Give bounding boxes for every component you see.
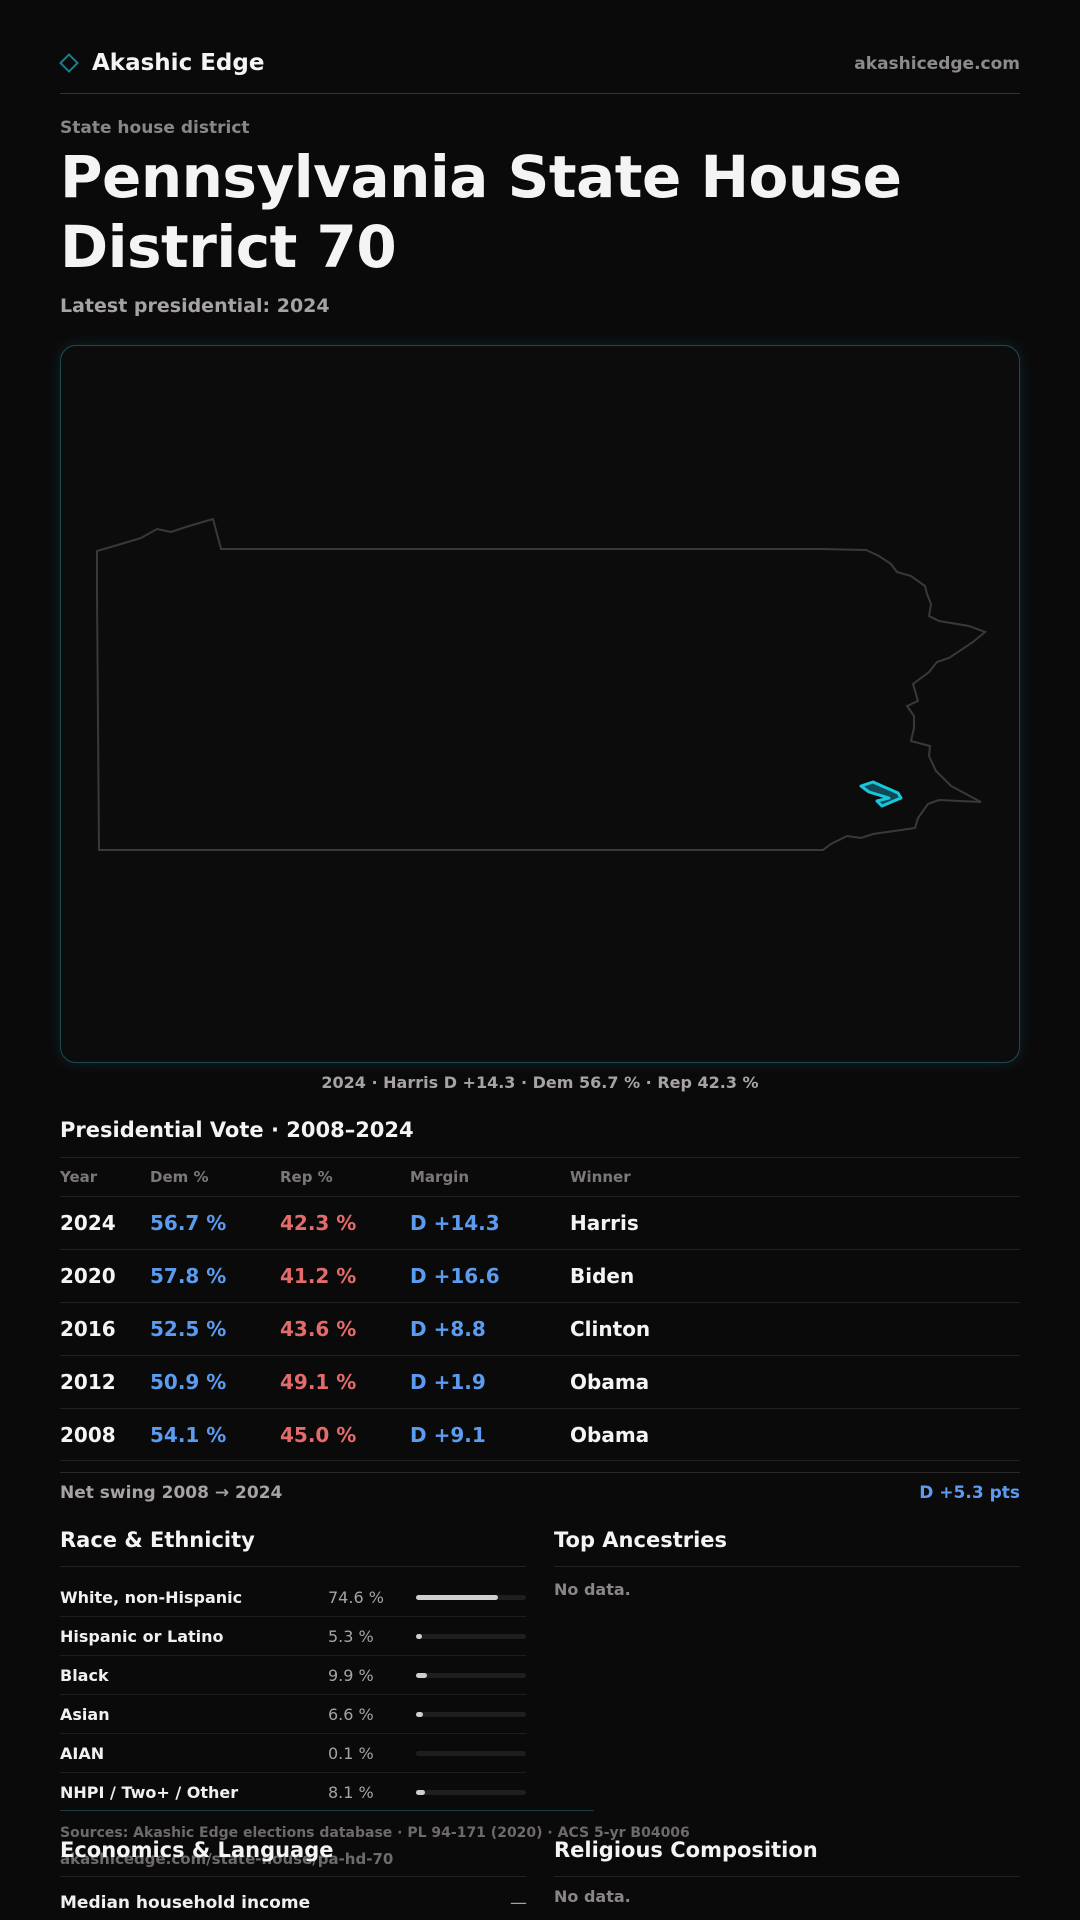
divider [554,1876,1020,1877]
race-label: Black [60,1666,109,1685]
race-bar-fill [416,1790,425,1795]
race-bar-fill [416,1673,427,1678]
economics-language-title: Economics & Language [60,1838,334,1862]
ancestries-empty-state: No data. [554,1580,631,1599]
col-rep: Rep % [280,1168,333,1186]
year-cell: 2020 [60,1264,116,1288]
state-outline [96,517,987,851]
dem-cell: 57.8 % [150,1264,227,1288]
margin-cell: D +16.6 [410,1264,500,1288]
divider [60,1876,526,1877]
divider [60,1157,1020,1158]
race-row: Hispanic or Latino 5.3 % [60,1617,526,1656]
rep-cell: 45.0 % [280,1423,357,1447]
race-row: Black 9.9 % [60,1656,526,1695]
race-bar-track [416,1634,526,1639]
page-title: Pennsylvania State House District 70 [60,143,902,281]
year-cell: 2012 [60,1370,116,1394]
winner-cell: Obama [570,1370,650,1394]
dem-cell: 50.9 % [150,1370,227,1394]
table-row: 2024 56.7 % 42.3 % D +14.3 Harris [60,1196,1020,1249]
sources-note: Sources: Akashic Edge elections database… [60,1825,690,1841]
margin-cell: D +9.1 [410,1423,486,1447]
race-row: AIAN 0.1 % [60,1734,526,1773]
winner-cell: Clinton [570,1317,651,1341]
page-eyebrow: State house district [60,118,250,138]
race-percent: 5.3 % [328,1627,374,1646]
page-subtitle: Latest presidential: 2024 [60,295,330,317]
rep-cell: 49.1 % [280,1370,357,1394]
year-cell: 2016 [60,1317,116,1341]
race-bar-track [416,1751,526,1756]
race-row: NHPI / Two+ / Other 8.1 % [60,1773,526,1812]
rep-cell: 41.2 % [280,1264,357,1288]
col-margin: Margin [410,1168,470,1186]
race-label: NHPI / Two+ / Other [60,1783,239,1802]
presidential-vote-title: Presidential Vote · 2008–2024 [60,1118,414,1142]
site-domain-link[interactable]: akashicedge.com [854,54,1020,74]
winner-cell: Harris [570,1211,639,1235]
dem-cell: 54.1 % [150,1423,227,1447]
col-winner: Winner [570,1168,631,1186]
race-bar-fill [416,1634,422,1639]
race-bar-track [416,1790,526,1795]
diamond-icon [59,53,79,73]
rep-cell: 43.6 % [280,1317,357,1341]
median-income-label: Median household income [60,1893,311,1913]
race-bar-fill [416,1712,424,1717]
race-row: White, non-Hispanic 74.6 % [60,1578,526,1617]
vote-table-header: Year Dem % Rep % Margin Winner [60,1164,1020,1196]
brand-name[interactable]: Akashic Edge [92,50,265,76]
race-label: AIAN [60,1744,105,1763]
divider [60,1566,526,1567]
race-label: Hispanic or Latino [60,1627,224,1646]
race-percent: 9.9 % [328,1666,374,1685]
map-svg [96,517,987,851]
race-percent: 0.1 % [328,1744,374,1763]
net-swing: Net swing 2008 → 2024 D +5.3 pts [60,1472,1020,1512]
table-row: 2012 50.9 % 49.1 % D +1.9 Obama [60,1355,1020,1408]
dem-cell: 56.7 % [150,1211,227,1235]
race-bar-track [416,1712,526,1717]
race-bar-track [416,1595,526,1600]
race-ethnicity-title: Race & Ethnicity [60,1528,255,1552]
brand[interactable]: Akashic Edge [59,50,265,76]
net-swing-label: Net swing 2008 → 2024 [60,1483,283,1503]
table-row: 2016 52.5 % 43.6 % D +8.8 Clinton [60,1302,1020,1355]
race-percent: 74.6 % [328,1588,384,1607]
year-cell: 2008 [60,1423,116,1447]
table-row: 2008 54.1 % 45.0 % D +9.1 Obama [60,1408,1020,1461]
table-row: 2020 57.8 % 41.2 % D +16.6 Biden [60,1249,1020,1302]
median-income-value: — [510,1893,527,1913]
district-70-shape[interactable] [859,780,903,808]
col-dem: Dem % [150,1168,209,1186]
race-bar-track [416,1673,526,1678]
race-bar-fill [416,1595,499,1600]
race-row: Asian 6.6 % [60,1695,526,1734]
race-label: White, non-Hispanic [60,1588,243,1607]
footer-divider [60,1810,594,1811]
winner-cell: Biden [570,1264,635,1288]
rep-cell: 42.3 % [280,1211,357,1235]
page-url-link[interactable]: akashicedge.com/state-house/pa-hd-70 [60,1850,394,1868]
dem-cell: 52.5 % [150,1317,227,1341]
margin-cell: D +8.8 [410,1317,486,1341]
religious-composition-title: Religious Composition [554,1838,818,1862]
race-percent: 8.1 % [328,1783,374,1802]
district-map[interactable] [60,345,1020,1063]
margin-cell: D +1.9 [410,1370,486,1394]
race-label: Asian [60,1705,110,1724]
net-swing-value: D +5.3 pts [919,1483,1020,1503]
top-ancestries-title: Top Ancestries [554,1528,728,1552]
year-cell: 2024 [60,1211,116,1235]
margin-cell: D +14.3 [410,1211,500,1235]
col-year: Year [60,1168,98,1186]
site-header: Akashic Edge akashicedge.com [59,48,1020,94]
winner-cell: Obama [570,1423,650,1447]
race-percent: 6.6 % [328,1705,374,1724]
divider [554,1566,1020,1567]
religion-empty-state: No data. [554,1887,631,1906]
map-caption: 2024 · Harris D +14.3 · Dem 56.7 % · Rep… [321,1073,759,1092]
